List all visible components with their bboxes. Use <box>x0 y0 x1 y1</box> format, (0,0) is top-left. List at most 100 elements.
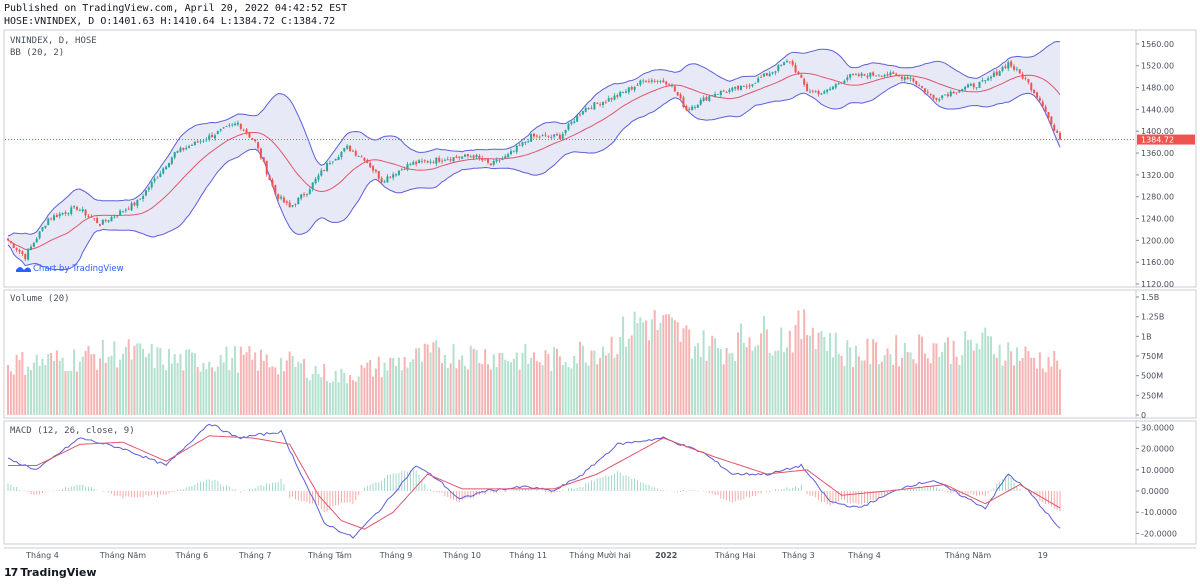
candle <box>610 97 613 103</box>
candle-body <box>219 129 222 131</box>
candle <box>1018 69 1021 74</box>
candle <box>374 169 377 174</box>
volume-pane[interactable]: Volume (20) <box>6 294 1062 415</box>
candle <box>964 85 967 91</box>
volume-bar <box>777 350 780 415</box>
candle-body <box>466 153 469 157</box>
volume-bar <box>731 353 734 415</box>
volume-bar <box>360 364 363 415</box>
time-axis-label: Tháng 9 <box>379 551 413 560</box>
volume-bar <box>941 351 944 415</box>
candle <box>208 132 211 142</box>
candle <box>259 147 262 161</box>
volume-bar <box>73 349 76 415</box>
candle-body <box>472 155 475 158</box>
candle <box>774 70 777 76</box>
candle <box>762 73 765 77</box>
candle-body <box>688 108 691 110</box>
volume-bar <box>351 380 354 415</box>
candle-body <box>923 88 926 93</box>
tradingview-footer-logo[interactable]: 17 TradingView <box>4 566 97 579</box>
candle-body <box>489 163 492 166</box>
candle <box>392 171 395 181</box>
candle <box>826 88 829 95</box>
price-pane[interactable]: VNINDEX, D, HOSE BB (20, 2) Chart by Tradi… <box>5 36 1136 274</box>
candle <box>12 242 15 249</box>
volume-bar <box>193 353 196 415</box>
volume-bar <box>636 322 639 415</box>
candle-body <box>656 81 659 82</box>
volume-bar <box>656 329 659 415</box>
candle <box>501 156 504 161</box>
candle <box>1038 95 1041 102</box>
candle <box>576 115 579 123</box>
volume-bar <box>377 356 380 415</box>
candle-body <box>202 140 205 142</box>
volume-bar <box>113 341 116 415</box>
candle <box>748 83 751 90</box>
volume-bar <box>964 331 967 415</box>
time-axis: Tháng 4 Tháng Năm Tháng 6 Tháng 7 Tháng Tám T… <box>25 550 1048 560</box>
volume-bar <box>1056 360 1059 415</box>
time-axis-label: Tháng 4 <box>847 551 881 560</box>
candle-body <box>909 77 912 79</box>
bollinger-upper-band <box>7 40 1061 237</box>
candle-body <box>41 227 44 231</box>
volume-bar <box>889 354 892 415</box>
candle <box>104 218 107 223</box>
candle <box>1033 89 1036 94</box>
candle-body <box>961 89 964 91</box>
candle <box>343 147 346 153</box>
candle-body <box>725 91 728 93</box>
volume-bar <box>544 350 547 415</box>
candle-body <box>429 161 432 163</box>
candle-body <box>806 83 809 92</box>
candle <box>849 73 852 81</box>
candle-body <box>369 162 372 168</box>
pane-border-2 <box>3 420 1197 545</box>
candle-body <box>366 159 369 163</box>
candle <box>317 173 320 183</box>
candle <box>150 181 153 190</box>
volume-bar <box>610 336 613 415</box>
volume-bar <box>737 332 740 415</box>
time-axis-label: Tháng Mười hai <box>568 550 630 560</box>
candle-body <box>875 75 878 77</box>
candle <box>673 84 676 92</box>
volume-bar <box>383 362 386 415</box>
candle-body <box>921 86 924 88</box>
candle-body <box>823 91 826 94</box>
macd-pane[interactable]: MACD (12, 26, close, 9) <box>7 423 1061 539</box>
candle-body <box>803 78 806 85</box>
candle <box>452 157 455 164</box>
candle <box>354 149 357 157</box>
macd-tick-label: 20.0000 <box>1141 445 1174 454</box>
volume-bar <box>903 342 906 415</box>
candle <box>742 85 745 87</box>
candle <box>52 213 55 222</box>
volume-bar <box>317 374 320 415</box>
volume-bar <box>604 355 607 415</box>
candle-body <box>98 224 101 226</box>
volume-bar <box>167 349 170 415</box>
candle-body <box>478 155 481 158</box>
volume-bar <box>823 336 826 415</box>
candle-body <box>765 72 768 76</box>
candle <box>558 132 561 140</box>
candle-body <box>351 150 354 152</box>
volume-bar <box>303 359 306 415</box>
price-tick-label: 1120.00 <box>1141 280 1174 289</box>
candle-body <box>18 250 21 252</box>
volume-bar <box>208 361 211 415</box>
candle <box>205 137 208 143</box>
candle-body <box>251 138 254 140</box>
candle <box>294 203 297 208</box>
candle <box>70 205 73 216</box>
candle-body <box>791 61 794 65</box>
volume-bar <box>906 352 909 415</box>
candle-body <box>213 135 216 139</box>
candle <box>107 219 110 224</box>
candle <box>475 153 478 160</box>
candle <box>659 79 662 84</box>
